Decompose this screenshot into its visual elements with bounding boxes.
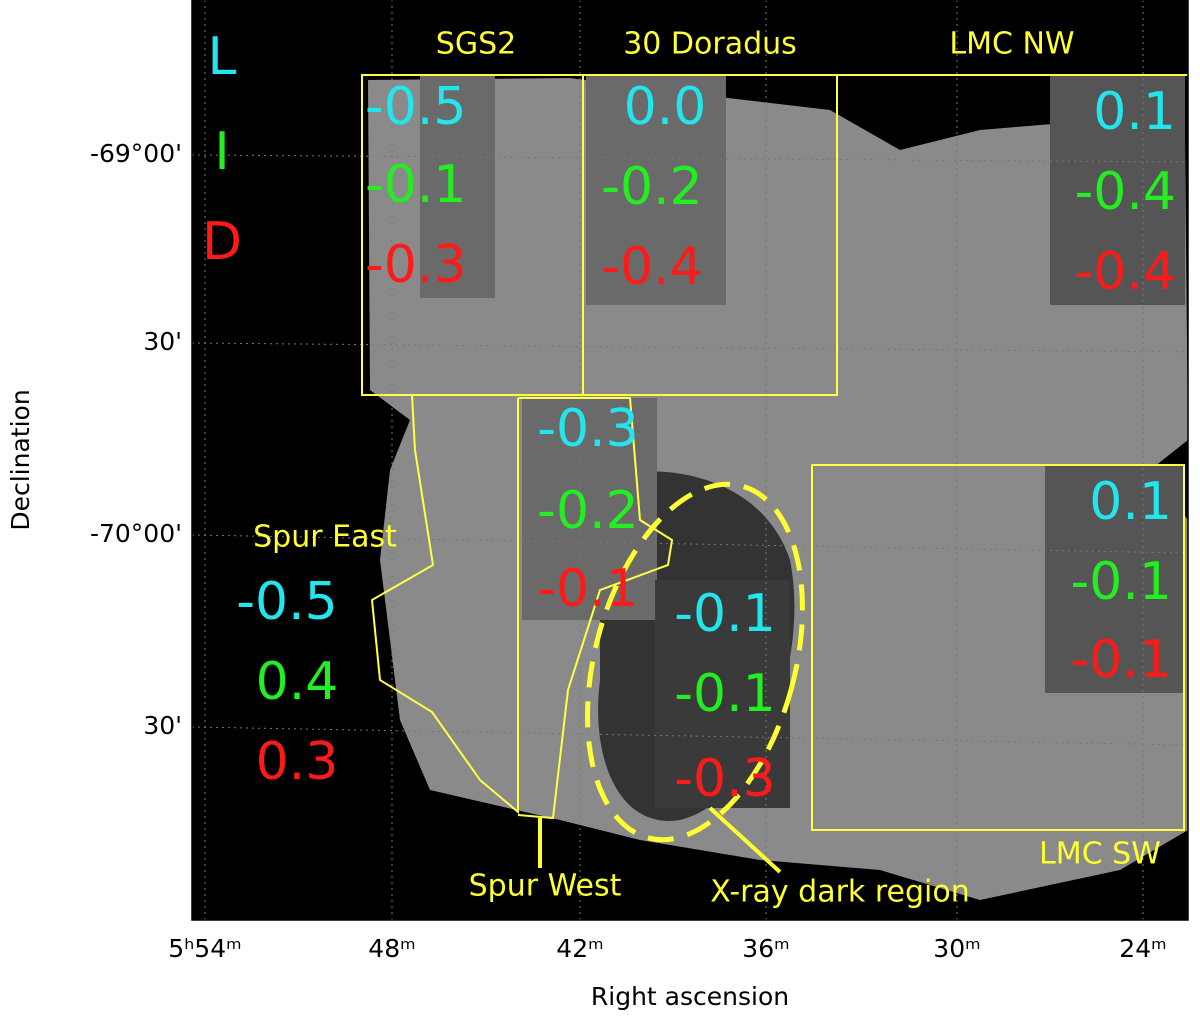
grid-line	[191, 342, 1189, 353]
legend-l: L	[208, 27, 237, 87]
value-d: -0.3	[365, 235, 466, 295]
x-tick-label: 5ʰ54ᵐ	[168, 934, 241, 963]
value-l: 0.1	[1093, 82, 1176, 142]
grid-line	[191, 154, 1189, 163]
region-label: LMC NW	[949, 27, 1074, 62]
value-l: 0.1	[1089, 472, 1172, 532]
region-outline	[517, 397, 674, 820]
x-tick-label: 42ᵐ	[556, 934, 603, 963]
legend-d: D	[202, 212, 242, 272]
region-box	[836, 74, 1188, 395]
x-axis-label: Right ascension	[591, 982, 789, 1011]
x-tick-label: 36ᵐ	[742, 934, 789, 963]
diffuse-emission	[368, 78, 1188, 900]
value-d: -0.4	[1075, 242, 1176, 302]
value-i: -0.4	[1075, 162, 1176, 222]
region-label: Spur East	[253, 520, 397, 555]
value-i: 0.4	[256, 652, 339, 712]
region-outline	[370, 394, 519, 815]
y-axis-label: Declination	[6, 389, 35, 530]
value-panel	[1050, 75, 1185, 305]
region-ellipse	[585, 481, 805, 843]
grid	[191, 0, 1189, 920]
value-i: -0.1	[1071, 552, 1172, 612]
x-tick-label: 24ᵐ	[1119, 934, 1166, 963]
value-i: -0.2	[537, 481, 638, 541]
value-panel	[655, 580, 790, 808]
region-label: X-ray dark region	[710, 875, 969, 910]
value-panel	[586, 75, 726, 305]
region-label: Spur West	[469, 869, 622, 904]
pointer	[708, 806, 782, 874]
y-tick-label: -69°00'	[90, 139, 182, 168]
x-tick-label: 48ᵐ	[368, 934, 415, 963]
value-panel	[420, 75, 495, 298]
value-d: 0.3	[256, 732, 339, 792]
grid-line	[191, 534, 1189, 554]
region-label: 30 Doradus	[623, 27, 797, 62]
value-panel	[522, 398, 657, 620]
y-tick-label: -70°00'	[90, 519, 182, 548]
value-d: -0.1	[537, 559, 638, 619]
value-panel	[1045, 465, 1185, 693]
y-tick-label: 30'	[143, 327, 182, 356]
legend-i: I	[214, 122, 229, 182]
value-l: -0.3	[537, 399, 638, 459]
value-i: -0.1	[365, 155, 466, 215]
value-l: -0.5	[236, 572, 337, 632]
value-l: 0.0	[624, 77, 707, 137]
grid-line	[191, 726, 1189, 746]
value-l: -0.1	[674, 584, 775, 644]
region-box	[811, 464, 1185, 831]
value-d: -0.1	[1071, 630, 1172, 690]
x-tick-label: 30ᵐ	[933, 934, 980, 963]
value-i: -0.1	[674, 664, 775, 724]
value-l: -0.5	[365, 77, 466, 137]
value-d: -0.4	[601, 237, 702, 297]
region-label: SGS2	[436, 27, 516, 62]
frame	[191, 0, 1189, 921]
value-d: -0.3	[674, 749, 775, 809]
value-i: -0.2	[601, 157, 702, 217]
region-label: LMC SW	[1039, 837, 1161, 872]
y-tick-label: 30'	[143, 711, 182, 740]
